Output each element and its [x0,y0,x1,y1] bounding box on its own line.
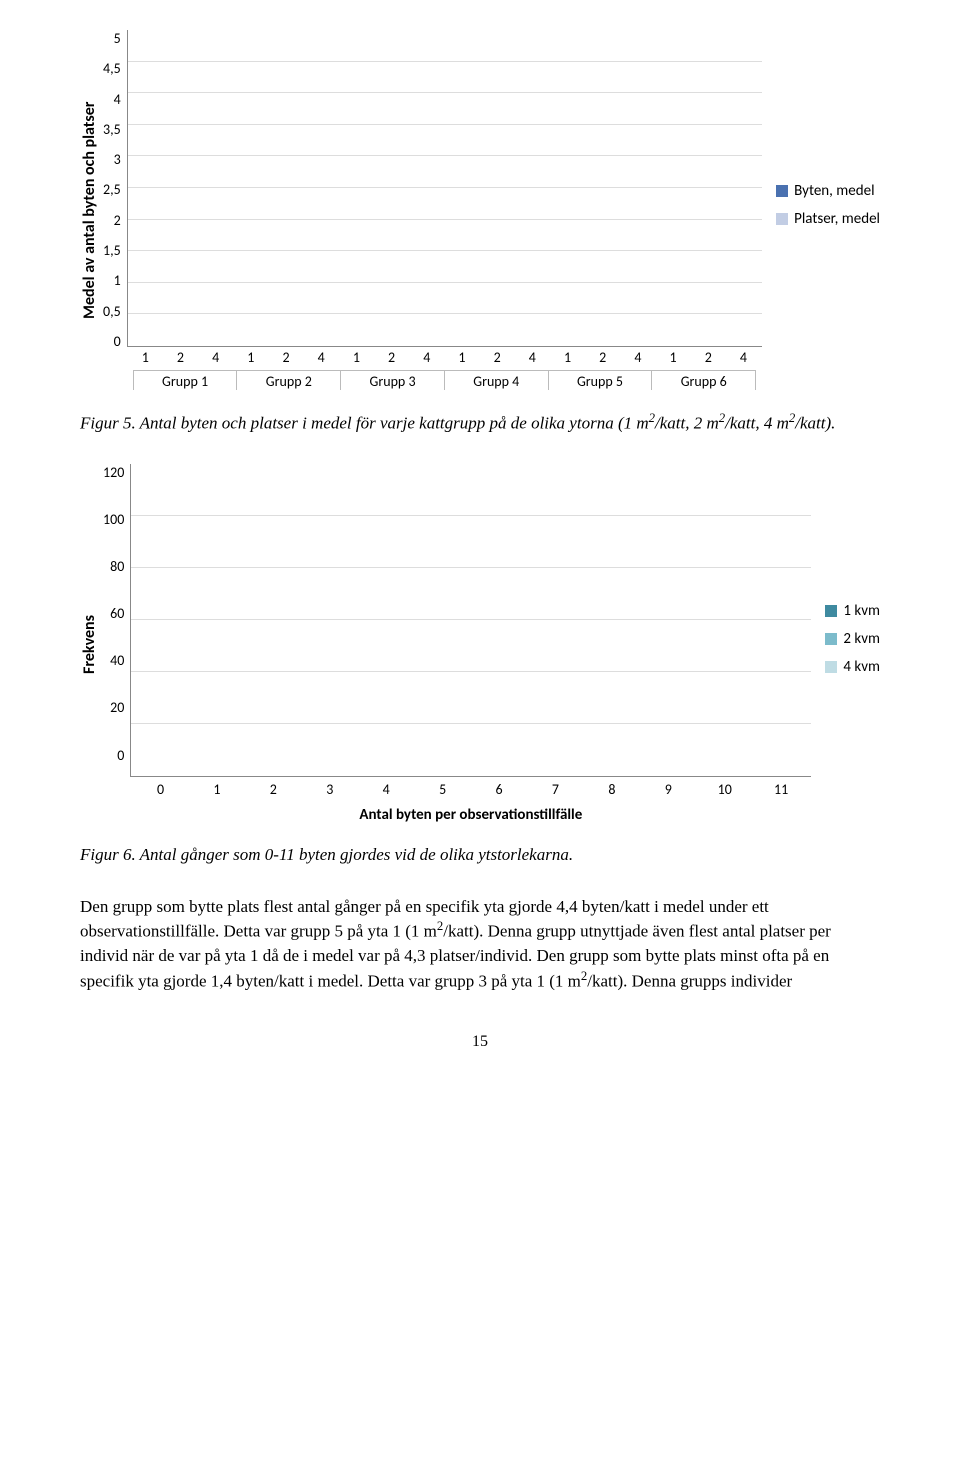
figure6-caption: Figur 6. Antal gånger som 0-11 byten gjo… [80,844,880,867]
chart2-xtick: 1 [193,781,241,798]
page-number: 15 [80,1033,880,1051]
chart1-sublabel: 1 [344,349,369,366]
chart1-sublabel: 4 [414,349,439,366]
caption-text: /katt, 4 m [725,414,789,433]
body-text: /katt). Denna grupps individer [587,971,792,990]
chart1-yaxis: 5 4,5 4 3,5 3 2,5 2 1,5 1 0,5 0 [103,30,127,350]
chart1-sublabel: 2 [590,349,615,366]
chart2-ytick: 0 [117,747,124,764]
chart2-plot [130,464,811,777]
chart2-legend: 1 kvm 2 kvm 4 kvm [825,602,880,686]
chart2-xtick: 7 [531,781,579,798]
chart2-xtick: 10 [701,781,749,798]
chart1-sublabel: 2 [168,349,193,366]
chart1-ytick: 5 [114,30,121,47]
caption-text: Figur 5. Antal byten och platser i medel… [80,414,649,433]
caption-text: /katt, 2 m [655,414,719,433]
chart1-sublabel: 4 [731,349,756,366]
chart2-ytick: 100 [103,511,124,528]
chart2-ylabel: Frekvens [80,464,99,824]
chart1-sublabel: 2 [485,349,510,366]
chart1-grouplabel: Grupp 6 [652,370,756,390]
chart1-grouplabel: Grupp 5 [549,370,653,390]
chart1-legend: Byten, medel Platser, medel [776,182,880,238]
chart2-container: Frekvens 120100806040200 01234567891011 … [80,464,880,824]
chart2-xtick: 11 [757,781,805,798]
chart1-sublabel: 2 [696,349,721,366]
chart2-xtick: 8 [588,781,636,798]
chart2-xtick: 3 [306,781,354,798]
chart1-sublabel: 4 [520,349,545,366]
chart1-grouplabel: Grupp 3 [341,370,445,390]
chart1-body: Medel av antal byten och platser 5 4,5 4 3,… [80,30,762,390]
legend-item: Byten, medel [776,182,880,200]
chart1-ytick: 2 [114,212,121,229]
chart1-container: Medel av antal byten och platser 5 4,5 4 3,… [80,30,880,390]
chart1-xaxis-sub: 124124124124124124 [127,347,762,366]
legend-swatch [825,661,837,673]
chart1-xaxis-groups: Grupp 1Grupp 2Grupp 3Grupp 4Grupp 5Grupp… [127,366,762,390]
chart2-xtick: 9 [644,781,692,798]
chart1-sublabel: 1 [133,349,158,366]
chart1-sublabel: 1 [449,349,474,366]
chart1-grouplabel: Grupp 1 [133,370,238,390]
legend-item: 1 kvm [825,602,880,620]
chart2-ytick: 120 [103,464,124,481]
chart1-ytick: 1,5 [103,242,121,259]
chart2-xtick: 6 [475,781,523,798]
legend-label: 2 kvm [843,630,880,648]
chart2-xlabel: Antal byten per observationstillfälle [130,806,811,824]
legend-swatch [776,185,788,197]
chart1-ytick: 1 [114,272,121,289]
chart2-xaxis: 0123456789 10 11 [130,777,811,798]
chart2-xtick: 4 [362,781,410,798]
chart2-xtick: 2 [249,781,297,798]
legend-swatch [776,213,788,225]
chart2-xtick: 5 [418,781,466,798]
chart1-ylabel: Medel av antal byten och platser [80,30,99,390]
chart1-sublabel: 2 [379,349,404,366]
chart2-body: Frekvens 120100806040200 01234567891011 … [80,464,811,824]
legend-item: Platser, medel [776,210,880,228]
chart1-sublabel: 4 [203,349,228,366]
legend-swatch [825,605,837,617]
chart2-xtick: 0 [136,781,184,798]
legend-item: 4 kvm [825,658,880,676]
chart1-grouplabel: Grupp 4 [445,370,549,390]
chart1-grouplabel: Grupp 2 [237,370,341,390]
chart2-ytick: 20 [110,699,124,716]
chart1-sublabel: 1 [238,349,263,366]
chart2-ytick: 40 [110,652,124,669]
chart1-ytick: 3,5 [103,121,121,138]
figure5-caption: Figur 5. Antal byten och platser i medel… [80,410,880,436]
chart1-ytick: 4 [114,91,121,108]
chart1-ytick: 4,5 [103,60,121,77]
legend-label: 1 kvm [843,602,880,620]
chart2-ytick: 60 [110,605,124,622]
chart1-ytick: 0 [114,333,121,350]
chart2-yaxis: 120 100 80 60 40 20 0 [103,464,130,764]
chart1-sublabel: 4 [309,349,334,366]
chart1-ytick: 3 [114,151,121,168]
body-paragraph: Den grupp som bytte plats flest antal gå… [80,895,880,994]
chart2-ytick: 80 [110,558,124,575]
legend-label: Platser, medel [794,210,880,228]
chart1-sublabel: 2 [273,349,298,366]
chart1-ytick: 2,5 [103,181,121,198]
chart1-plot [127,30,762,347]
chart1-ytick: 0,5 [103,303,121,320]
legend-swatch [825,633,837,645]
caption-text: /katt). [795,414,835,433]
chart1-sublabel: 1 [555,349,580,366]
chart1-sublabel: 4 [625,349,650,366]
chart1-sublabel: 1 [661,349,686,366]
legend-label: Byten, medel [794,182,874,200]
legend-item: 2 kvm [825,630,880,648]
legend-label: 4 kvm [843,658,880,676]
